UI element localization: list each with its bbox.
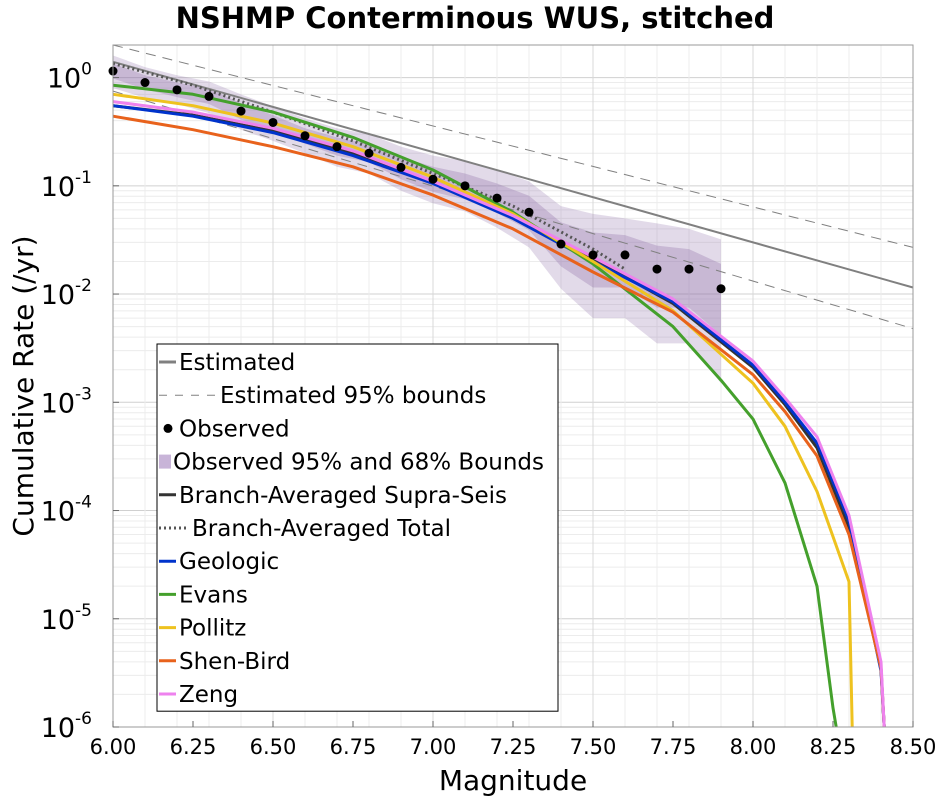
- chart-title: NSHMP Conterminous WUS, stitched: [176, 1, 775, 35]
- legend-label-zeng: Zeng: [179, 682, 238, 708]
- x-axis-label: Magnitude: [439, 764, 587, 797]
- x-tick-label: 6.50: [250, 735, 297, 759]
- x-tick-label: 7.75: [650, 735, 697, 759]
- legend-label-geologic: Geologic: [179, 549, 279, 575]
- legend-swatch-observed-95-and-68-bounds: [159, 454, 171, 469]
- legend-label-evans: Evans: [179, 582, 248, 608]
- legend-label-shen-bird: Shen-Bird: [179, 649, 290, 675]
- legend-label-observed: Observed: [179, 416, 290, 442]
- observed-point: [332, 142, 342, 152]
- legend: Estimated Estimated 95% bounds Observed Obs…: [156, 343, 559, 712]
- series-lines: [112, 44, 914, 728]
- observed-point: [204, 91, 214, 101]
- y-tick-label: 10-3: [41, 384, 92, 419]
- series-line-estimated-95-bounds: [112, 44, 914, 248]
- observed-point: [428, 174, 438, 184]
- x-tick-label: 7.50: [570, 735, 617, 759]
- observed-point: [140, 78, 150, 88]
- legend-label-observed-95-and-68-bounds: Observed 95% and 68% Bounds: [173, 450, 544, 476]
- y-axis-label: Cumulative Rate (/yr): [7, 235, 40, 536]
- y-tick-label: 10-2: [41, 276, 92, 311]
- observed-point: [652, 264, 662, 274]
- series-line-estimated: [112, 60, 914, 289]
- series-line-geologic: [112, 104, 886, 728]
- legend-box: [156, 343, 559, 712]
- x-tick-label: 6.25: [170, 735, 217, 759]
- observed-point: [620, 250, 630, 260]
- observed-bounds-bands: [113, 55, 721, 384]
- y-axis-ticks: 100 10-1 10-2 10-3 10-4 10-5 10-6: [41, 60, 119, 744]
- x-tick-label: 8.25: [810, 735, 857, 759]
- x-tick-label: 8.00: [730, 735, 777, 759]
- observed-point: [236, 106, 246, 116]
- x-axis-ticks: 6.00 6.25 6.50 6.75 7.00 7.25 7.50 7.75 8.00 8.25…: [90, 721, 937, 759]
- legend-label-branch-averaged-total: Branch-Averaged Total: [192, 516, 451, 542]
- x-tick-label: 8.50: [890, 735, 937, 759]
- legend-label-estimated-95-bounds: Estimated 95% bounds: [220, 383, 486, 409]
- y-tick-label: 10-6: [41, 709, 92, 744]
- y-tick-label: 10-5: [41, 601, 92, 636]
- observed-point: [460, 181, 470, 191]
- y-tick-label: 10-4: [41, 493, 92, 528]
- legend-label-estimated: Estimated: [179, 350, 295, 376]
- observed-point: [716, 284, 726, 294]
- band-68-percent: [113, 63, 721, 335]
- observed-point: [268, 117, 278, 127]
- legend-label-pollitz: Pollitz: [179, 616, 246, 642]
- legend-swatch-observed: [163, 423, 173, 433]
- observed-point: [588, 250, 598, 260]
- series-line-estimated-95-lower: [112, 90, 914, 330]
- observed-point: [524, 207, 534, 217]
- series-line-evans: [112, 83, 838, 728]
- legend-label-branch-averaged-supra-seis: Branch-Averaged Supra-Seis: [179, 483, 507, 509]
- y-tick-label: 10-1: [41, 168, 92, 203]
- observed-point: [172, 85, 182, 95]
- observed-point: [300, 131, 310, 141]
- series-line-shen-bird: [112, 114, 886, 728]
- observed-point: [396, 162, 406, 172]
- x-tick-label: 6.00: [90, 735, 137, 759]
- x-tick-label: 6.75: [330, 735, 377, 759]
- series-line-branch-averaged-total: [112, 62, 626, 271]
- observed-points: [108, 66, 726, 294]
- x-tick-label: 7.25: [490, 735, 537, 759]
- observed-point: [556, 239, 566, 249]
- x-tick-label: 7.00: [410, 735, 457, 759]
- series-line-zeng: [112, 100, 886, 728]
- observed-point: [684, 264, 694, 274]
- observed-point: [364, 148, 374, 158]
- band-95-percent: [113, 55, 721, 384]
- y-tick-label: 100: [47, 60, 92, 95]
- observed-point: [492, 193, 502, 203]
